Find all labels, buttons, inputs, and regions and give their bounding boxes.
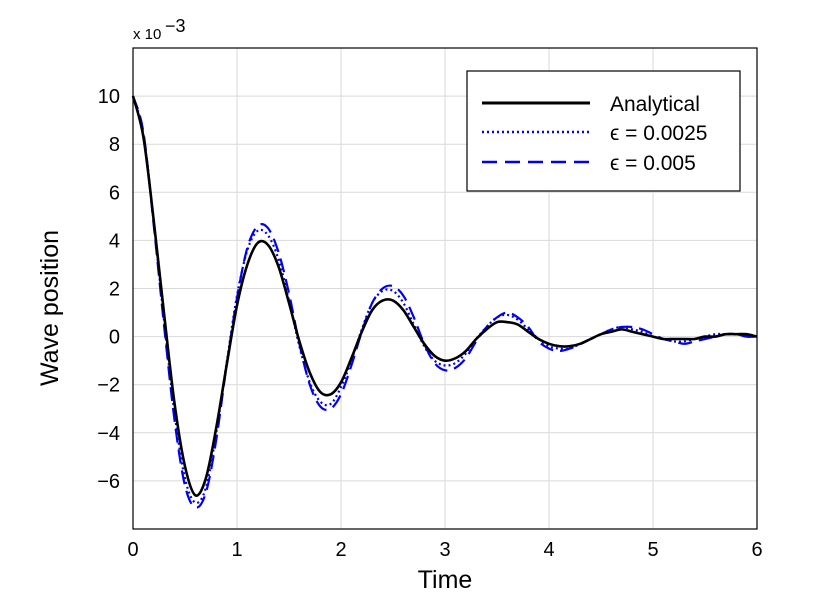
y-scale-exponent: −3 [165,16,186,36]
series-lines [131,95,758,509]
x-tick-label: 3 [439,539,450,561]
y-tick-label: 0 [109,327,120,349]
y-tick-label: 10 [98,86,120,108]
y-tick-label: −2 [97,375,120,397]
x-tick-label: 0 [127,539,138,561]
legend-label-analytical: Analytical [610,93,700,116]
series-line-solid [131,95,758,497]
legend-label-eps-0.0025: ϵ = 0.0025 [610,122,707,145]
legend: Analytical ϵ = 0.0025 ϵ = 0.005 [466,70,741,192]
y-scale-multiplier: x 10 [133,26,161,43]
y-tick-label: −6 [97,471,120,493]
y-tick-label: 6 [109,182,120,204]
y-tick-label: −4 [97,423,120,445]
x-axis-label: Time [418,566,473,594]
plot-frame [132,47,758,530]
x-tick-labels: 0 1 2 3 4 5 6 [127,539,762,561]
y-tick-labels: −6 −4 −2 0 2 4 6 8 10 [97,86,120,493]
y-tick-label: 4 [109,230,120,252]
x-tick-label: 1 [231,539,242,561]
x-tick-label: 5 [647,539,658,561]
y-axis-label: Wave position [36,230,64,386]
legend-label-eps-0.005: ϵ = 0.005 [610,152,696,175]
x-tick-label: 2 [335,539,346,561]
series-line-dotted [131,95,758,504]
x-tick-label: 6 [751,539,762,561]
y-tick-label: 2 [109,279,120,301]
y-tick-label: 8 [109,134,120,156]
x-tick-label: 4 [543,539,554,561]
